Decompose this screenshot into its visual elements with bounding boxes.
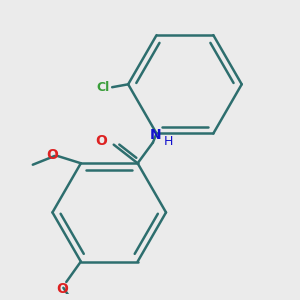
Text: O: O (46, 148, 58, 161)
Text: O: O (95, 134, 107, 148)
Text: O: O (56, 282, 68, 296)
Text: H: H (164, 135, 174, 148)
Text: Cl: Cl (97, 81, 110, 94)
Text: N: N (150, 128, 162, 142)
